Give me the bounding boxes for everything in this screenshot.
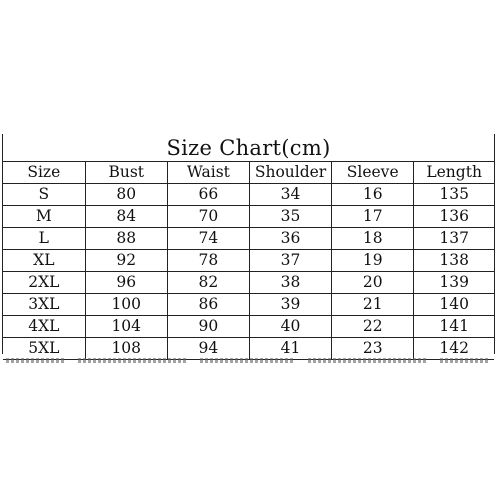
cell-size: XL (3, 249, 86, 272)
cell-bust: 104 (84, 315, 168, 338)
cell-length: 136 (413, 205, 494, 228)
cell-length: 139 (413, 271, 494, 294)
cell-bust: 84 (84, 205, 168, 228)
cell-waist: 86 (166, 293, 250, 316)
cell-length: 140 (413, 293, 494, 316)
cell-size: 3XL (3, 293, 86, 316)
cell-size: L (3, 227, 86, 250)
cell-waist: 82 (166, 271, 250, 294)
cell-waist: 70 (166, 205, 250, 228)
cell-waist: 66 (166, 183, 250, 206)
cell-shoulder: 34 (248, 183, 333, 206)
cell-sleeve: 22 (331, 315, 415, 338)
table-row: M 84 70 35 17 136 (3, 205, 494, 228)
header-length: Length (413, 162, 494, 184)
header-sleeve: Sleeve (331, 162, 415, 184)
cell-bust: 96 (84, 271, 168, 294)
cell-shoulder: 36 (248, 227, 333, 250)
cell-sleeve: 20 (331, 271, 415, 294)
cropped-note-text (0, 354, 500, 364)
cell-shoulder: 40 (248, 315, 333, 338)
cell-size: 2XL (3, 271, 86, 294)
table-row: 3XL 100 86 39 21 140 (3, 293, 494, 316)
cell-length: 138 (413, 249, 494, 272)
cell-bust: 92 (84, 249, 168, 272)
table-row: 4XL 104 90 40 22 141 (3, 315, 494, 338)
cell-waist: 78 (166, 249, 250, 272)
cell-shoulder: 37 (248, 249, 333, 272)
cell-length: 141 (413, 315, 494, 338)
chart-title: Size Chart(cm) (3, 134, 494, 162)
cell-bust: 80 (84, 183, 168, 206)
cell-waist: 90 (166, 315, 250, 338)
table-row: 2XL 96 82 38 20 139 (3, 271, 494, 294)
cell-size: M (3, 205, 86, 228)
cell-sleeve: 17 (331, 205, 415, 228)
cell-bust: 88 (84, 227, 168, 250)
header-row: Size Bust Waist Shoulder Sleeve Length (3, 162, 494, 184)
cell-sleeve: 21 (331, 293, 415, 316)
cell-sleeve: 18 (331, 227, 415, 250)
cell-length: 137 (413, 227, 494, 250)
cell-length: 135 (413, 183, 494, 206)
cell-sleeve: 16 (331, 183, 415, 206)
cell-size: S (3, 183, 86, 206)
cell-length: 142 (413, 337, 494, 360)
header-bust: Bust (84, 162, 168, 184)
cell-bust: 100 (84, 293, 168, 316)
cell-waist: 74 (166, 227, 250, 250)
table-row: XL 92 78 37 19 138 (3, 249, 494, 272)
header-waist: Waist (166, 162, 250, 184)
size-chart: Size Chart(cm) Size Bust Waist Shoulder … (2, 134, 495, 360)
cell-shoulder: 39 (248, 293, 333, 316)
cell-sleeve: 19 (331, 249, 415, 272)
table-row: S 80 66 34 16 135 (3, 183, 494, 206)
cell-size: 4XL (3, 315, 86, 338)
cell-shoulder: 35 (248, 205, 333, 228)
cell-shoulder: 38 (248, 271, 333, 294)
header-shoulder: Shoulder (248, 162, 333, 184)
header-size: Size (3, 162, 86, 184)
table-row: L 88 74 36 18 137 (3, 227, 494, 250)
size-table: Size Bust Waist Shoulder Sleeve Length S… (3, 162, 494, 360)
